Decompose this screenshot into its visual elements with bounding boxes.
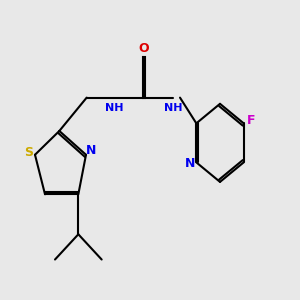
- Text: N: N: [86, 145, 96, 158]
- Text: NH: NH: [105, 103, 124, 113]
- Text: S: S: [25, 146, 34, 159]
- Text: N: N: [185, 157, 196, 170]
- Text: NH: NH: [164, 103, 183, 113]
- Text: O: O: [138, 42, 148, 55]
- Text: F: F: [247, 115, 255, 128]
